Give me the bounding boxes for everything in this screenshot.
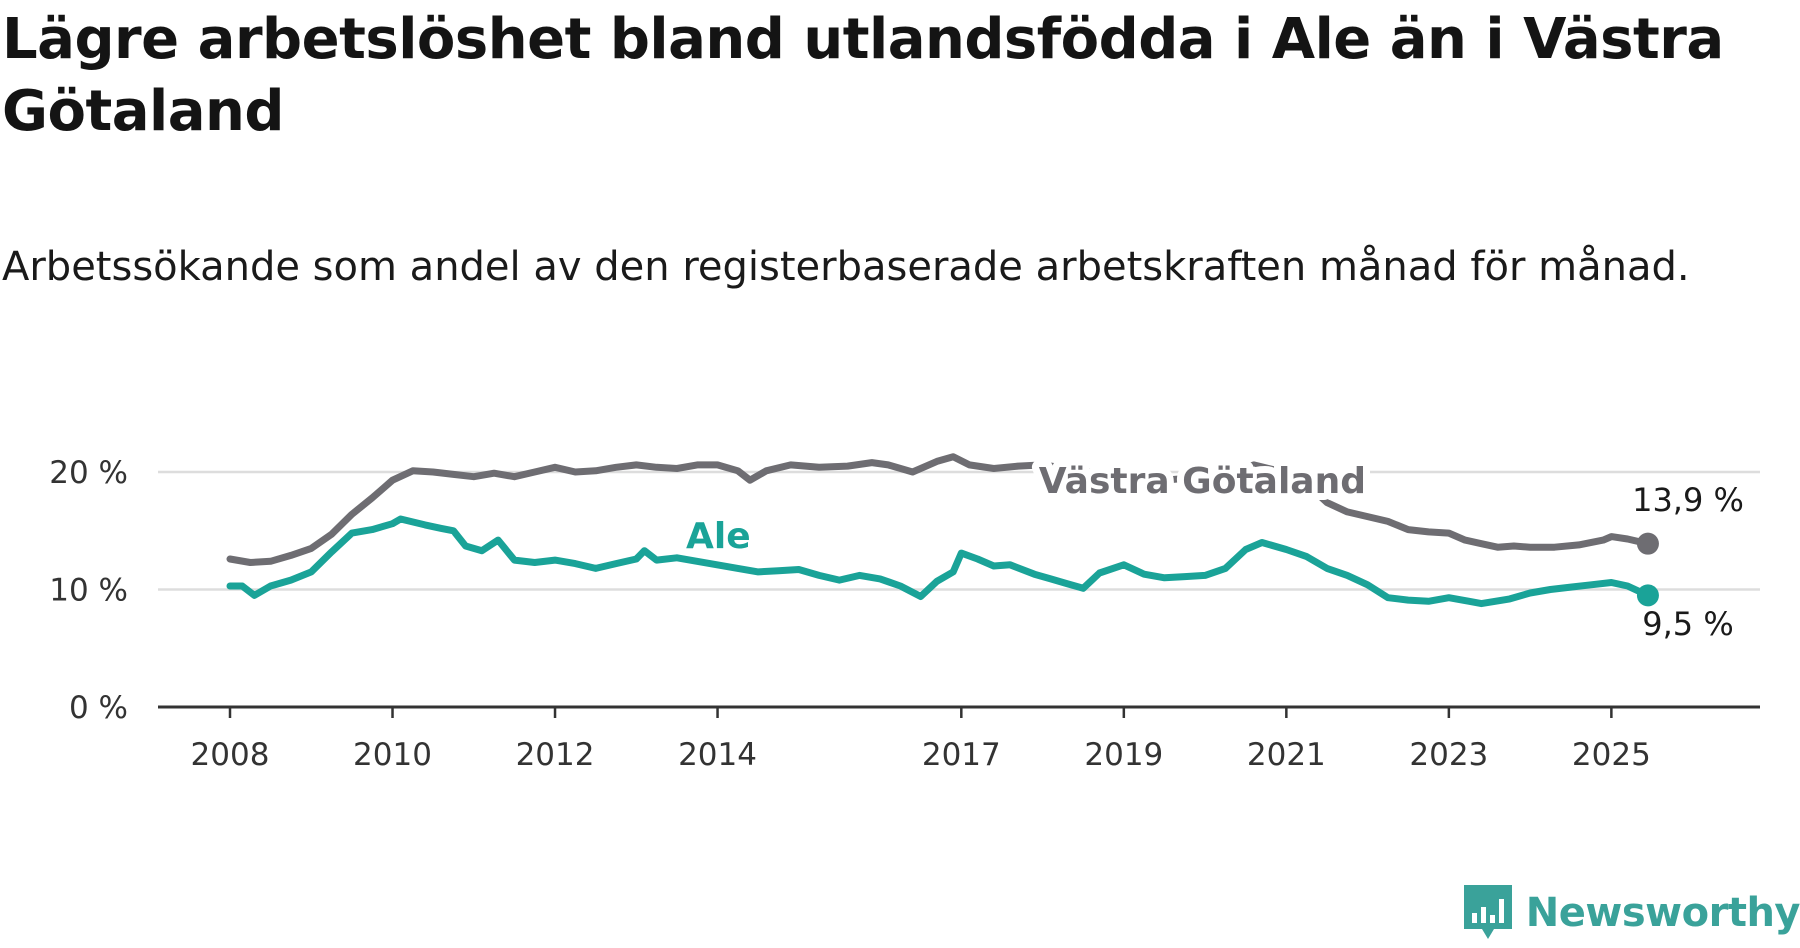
series-label-vastra-gotaland: Västra Götaland — [1039, 461, 1366, 502]
end-value-label-ale: 9,5 % — [1642, 605, 1733, 643]
end-value-label-vastra-gotaland: 13,9 % — [1632, 481, 1744, 519]
end-point-v-stra-g-taland — [1636, 532, 1659, 555]
newsworthy-logo-icon — [1463, 885, 1512, 939]
end-point-ale — [1636, 584, 1659, 607]
brand-name: Newsworthy — [1525, 890, 1800, 936]
x-tick-label-2023: 2023 — [1409, 737, 1488, 773]
series-label-ale: Ale — [686, 516, 751, 557]
end-point-layer: 13,9 % 9,5 % — [1632, 481, 1744, 643]
x-tick-label-2014: 2014 — [678, 737, 757, 773]
axis-layer: 0 % 10 % 20 % 2008 2010 2012 2014 2017 2019 2021 2… — [49, 455, 1760, 773]
x-tick-label-2010: 2010 — [353, 737, 432, 773]
series-label-layer: Västra Götaland Ale — [679, 454, 1373, 564]
x-tick-label-2008: 2008 — [191, 737, 270, 773]
y-tick-label-10: 10 % — [49, 573, 128, 609]
x-tick-label-2012: 2012 — [516, 737, 595, 773]
newsworthy-logo: Newsworthy — [1462, 878, 1800, 948]
series-line-v-stra-g-taland — [226, 453, 1652, 566]
y-tick-label-20: 20 % — [49, 455, 128, 491]
series-line-ale — [226, 515, 1652, 608]
x-tick-label-2017: 2017 — [922, 737, 1001, 773]
x-tick-label-2025: 2025 — [1572, 737, 1651, 773]
x-tick-label-2019: 2019 — [1084, 737, 1163, 773]
chart-subtitle: Arbetssökande som andel av den registerb… — [2, 244, 1690, 290]
x-tick-label-2021: 2021 — [1247, 737, 1326, 773]
series-layer — [226, 453, 1652, 608]
chart-title: Lägre arbetslöshet bland utlandsfödda i … — [2, 7, 1724, 144]
y-tick-label-0: 0 % — [69, 690, 128, 726]
grid-layer — [158, 470, 1760, 591]
